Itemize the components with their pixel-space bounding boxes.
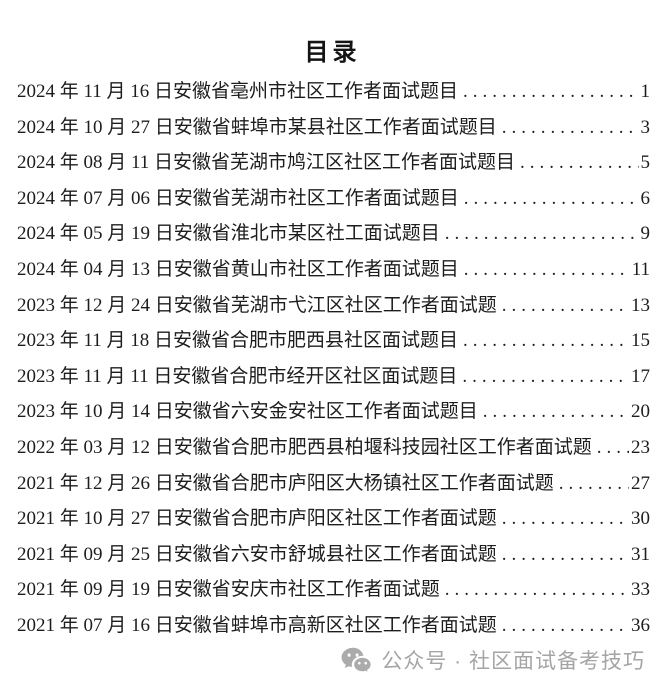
toc-entry-page-number: 15 [631,330,650,352]
toc-dot-leader: ........................................… [444,223,639,245]
toc-dot-leader: ........................................… [444,579,629,601]
toc-entry-page-number: 11 [631,258,650,280]
toc-entry[interactable]: 2024 年 04 月 13 日安徽省黄山市社区工作者面试题目 ........… [17,252,650,288]
toc-entry-label: 2023 年 12 月 24 日安徽省芜湖市弋江区社区工作者面试题 [17,294,497,316]
toc-entry-label: 2024 年 08 月 11 日安徽省芜湖市鸠江区社区工作者面试题目 [17,152,516,174]
wechat-account-label: 公众号 · 社区面试备考技巧 [381,650,645,673]
toc-dot-leader: ........................................… [558,472,629,494]
toc-entry-page-number: 6 [640,187,651,209]
toc-entry-page-number: 27 [631,472,650,494]
toc-entry-label: 2021 年 09 月 25 日安徽省六安市舒城县社区工作者面试题 [17,543,497,565]
toc-dot-leader: ........................................… [463,81,639,102]
toc-entry-page-number: 13 [631,294,650,316]
toc-entry-page-number: 17 [631,365,650,387]
toc-list: 2024 年 11 月 16 日安徽省亳州市社区工作者面试题目 ........… [0,74,665,644]
toc-entry-page-number: 1 [640,81,651,102]
page-title: 目录 [304,40,361,66]
toc-dot-leader: ........................................… [462,365,629,387]
toc-entry-page-number: 9 [640,223,651,245]
wechat-watermark: 公众号 · 社区面试备考技巧 [341,644,645,676]
toc-entry[interactable]: 2022 年 03 月 12 日安徽省合肥市肥西县柏堰科技园社区工作者面试题 .… [17,430,650,466]
toc-entry-page-number: 20 [631,401,650,423]
toc-dot-leader: ........................................… [596,436,629,458]
toc-dot-leader: ........................................… [463,258,630,280]
toc-entry-label: 2024 年 11 月 16 日安徽省亳州市社区工作者面试题目 [17,81,459,102]
toc-dot-leader: ........................................… [501,543,629,565]
toc-entry[interactable]: 2023 年 11 月 18 日安徽省合肥市肥西县社区面试题目 ........… [17,323,650,359]
toc-dot-leader: ........................................… [463,187,639,209]
toc-entry-page-number: 33 [631,579,650,601]
toc-dot-leader: ........................................… [501,614,629,636]
toc-entry[interactable]: 2023 年 12 月 24 日安徽省芜湖市弋江区社区工作者面试题 ......… [17,288,650,324]
toc-entry-label: 2024 年 04 月 13 日安徽省黄山市社区工作者面试题目 [17,258,459,280]
toc-entry-label: 2024 年 10 月 27 日安徽省蚌埠市某县社区工作者面试题目 [17,116,497,138]
toc-entry[interactable]: 2024 年 08 月 11 日安徽省芜湖市鸠江区社区工作者面试题目 .....… [17,145,650,181]
toc-entry[interactable]: 2024 年 07 月 06 日安徽省芜湖市社区工作者面试题目 ........… [17,181,650,217]
toc-dot-leader: ........................................… [501,116,639,138]
toc-entry-page-number: 23 [631,436,650,458]
toc-entry-label: 2023 年 10 月 14 日安徽省六安金安社区工作者面试题目 [17,401,478,423]
toc-dot-leader: ........................................… [463,330,629,352]
toc-entry[interactable]: 2023 年 10 月 14 日安徽省六安金安社区工作者面试题目 .......… [17,394,650,430]
toc-dot-leader: ........................................… [501,294,629,316]
toc-entry[interactable]: 2021 年 10 月 27 日安徽省合肥市庐阳区社区工作者面试题 ......… [17,501,650,537]
toc-entry-label: 2023 年 11 月 18 日安徽省合肥市肥西县社区面试题目 [17,330,459,352]
toc-entry[interactable]: 2021 年 07 月 16 日安徽省蚌埠市高新区社区工作者面试题 ......… [17,608,650,644]
toc-entry-label: 2024 年 05 月 19 日安徽省淮北市某区社工面试题目 [17,223,440,245]
toc-entry-label: 2021 年 09 月 19 日安徽省安庆市社区工作者面试题 [17,579,440,601]
toc-entry-page-number: 36 [631,614,650,636]
toc-entry-label: 2024 年 07 月 06 日安徽省芜湖市社区工作者面试题目 [17,187,459,209]
toc-dot-leader: ........................................… [501,508,629,530]
toc-entry[interactable]: 2021 年 09 月 25 日安徽省六安市舒城县社区工作者面试题 ......… [17,537,650,573]
toc-entry-label: 2021 年 10 月 27 日安徽省合肥市庐阳区社区工作者面试题 [17,508,497,530]
toc-entry[interactable]: 2021 年 09 月 19 日安徽省安庆市社区工作者面试题 .........… [17,572,650,608]
toc-entry-label: 2023 年 11 月 11 日安徽省合肥市经开区社区面试题目 [17,365,458,387]
toc-entry[interactable]: 2021 年 12 月 26 日安徽省合肥市庐阳区大杨镇社区工作者面试题 ...… [17,466,650,502]
toc-entry[interactable]: 2023 年 11 月 11 日安徽省合肥市经开区社区面试题目 ........… [17,359,650,395]
toc-dot-leader: ........................................… [482,401,629,423]
toc-entry[interactable]: 2024 年 10 月 27 日安徽省蚌埠市某县社区工作者面试题目 ......… [17,110,650,146]
toc-entry-label: 2021 年 07 月 16 日安徽省蚌埠市高新区社区工作者面试题 [17,614,497,636]
wechat-icon [341,647,373,675]
toc-entry[interactable]: 2024 年 05 月 19 日安徽省淮北市某区社工面试题目 .........… [17,216,650,252]
toc-entry-label: 2022 年 03 月 12 日安徽省合肥市肥西县柏堰科技园社区工作者面试题 [17,436,592,458]
toc-entry-page-number: 3 [640,116,651,138]
toc-entry-label: 2021 年 12 月 26 日安徽省合肥市庐阳区大杨镇社区工作者面试题 [17,472,554,494]
toc-entry[interactable]: 2024 年 11 月 16 日安徽省亳州市社区工作者面试题目 ........… [17,74,650,110]
toc-entry-page-number: 31 [631,543,650,565]
toc-dot-leader: ........................................… [520,152,638,174]
toc-entry-page-number: 30 [631,508,650,530]
toc-entry-page-number: 5 [640,152,651,174]
